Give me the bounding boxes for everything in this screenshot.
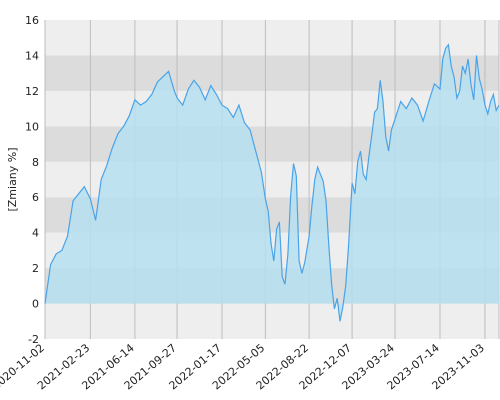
series-area [45, 44, 499, 322]
y-tick-label: 8 [32, 156, 39, 169]
background-band [45, 55, 499, 91]
background-band [45, 303, 499, 339]
y-tick-label: 0 [32, 298, 39, 311]
series-layer [44, 43, 500, 322]
y-tick-label: 12 [25, 85, 39, 98]
y-tick-label: 16 [25, 14, 39, 27]
y-tick-label: 4 [32, 227, 39, 240]
y-tick-label: 10 [25, 120, 39, 133]
y-axis-ticks: -2 0 2 4 6 8 10 12 14 16 [25, 14, 39, 346]
y-axis-label: [Zmiany %] [6, 147, 19, 211]
y-tick-label: 6 [32, 191, 39, 204]
series-line [44, 43, 500, 322]
x-axis-ticks: 2020-11-022021-02-232021-06-142021-09-27… [0, 341, 487, 392]
y-tick-label: -2 [28, 333, 39, 346]
y-tick-label: 14 [25, 49, 39, 62]
background-band [45, 20, 499, 56]
y-tick-label: 2 [32, 262, 39, 275]
